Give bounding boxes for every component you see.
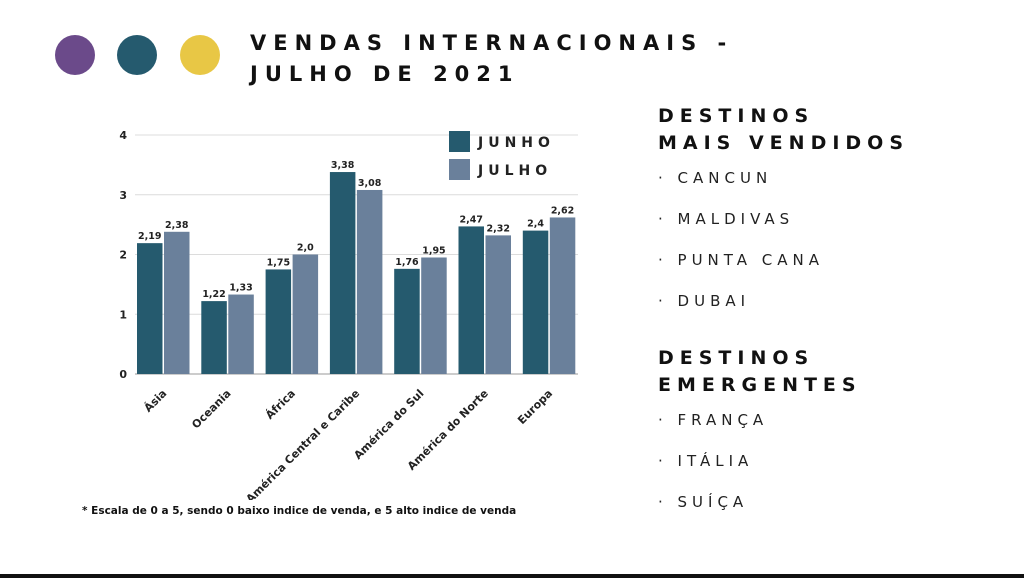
- y-tick-label: 4: [119, 129, 127, 142]
- page-title: VENDAS INTERNACIONAIS - JULHO DE 2021: [250, 28, 850, 90]
- bar-chart: 0 1 2 3 4 2,19 2,38 Ásia 1,22 1,33 Oceania 1,75 2,0 Á…: [119, 129, 578, 500]
- bar: [329, 172, 356, 374]
- destinations-panel: DESTINOS MAIS VENDIDOS · CANCUN · MALDIV…: [658, 103, 1018, 534]
- x-tick-label: Europa: [515, 387, 555, 427]
- section-title-best-sellers: DESTINOS MAIS VENDIDOS: [658, 103, 1018, 157]
- x-tick-label: Ásia: [142, 387, 170, 415]
- list-item: · MALDIVAS: [658, 210, 795, 228]
- bar: [485, 235, 511, 374]
- section-title-line: DESTINOS: [658, 105, 815, 127]
- y-tick-label: 2: [119, 249, 127, 262]
- data-label: 2,19: [138, 231, 161, 242]
- bar: [228, 294, 254, 374]
- list-item: · SUÍÇA: [658, 493, 749, 511]
- bar: [356, 189, 383, 374]
- section-title-line: EMERGENTES: [658, 374, 862, 396]
- bar: [458, 226, 484, 374]
- list-item: · DUBAI: [658, 292, 751, 310]
- legend-swatch: [449, 131, 470, 152]
- data-label: 3,08: [358, 178, 382, 189]
- data-label: 2,47: [460, 214, 483, 225]
- bar: [137, 243, 163, 374]
- data-label: 2,32: [487, 223, 510, 234]
- title-line-2: JULHO DE 2021: [250, 62, 520, 86]
- yellow-dot: [180, 35, 220, 75]
- chart-footnote: * Escala de 0 a 5, sendo 0 baixo indice …: [82, 505, 517, 517]
- data-label: 1,75: [267, 257, 290, 268]
- list-item: · CANCUN: [658, 169, 773, 187]
- data-label: 1,22: [202, 289, 225, 300]
- data-label: 1,95: [422, 245, 445, 256]
- legend-label: JUNHO: [477, 135, 555, 151]
- purple-dot: [55, 35, 95, 75]
- bar: [292, 254, 319, 374]
- bar: [421, 257, 447, 374]
- legend-label: JULHO: [477, 163, 552, 179]
- list-item: · ITÁLIA: [658, 452, 754, 470]
- y-tick-label: 3: [119, 189, 127, 202]
- data-label: 2,38: [165, 220, 189, 231]
- list-item: · FRANÇA: [658, 411, 769, 429]
- bar: [201, 301, 227, 374]
- x-tick-label: África: [263, 387, 298, 422]
- best-sellers-list: · CANCUN · MALDIVAS · PUNTA CANA · DUBAI: [658, 169, 1018, 333]
- bar: [394, 268, 420, 374]
- x-tick-label: América Central e Caribe: [244, 387, 363, 500]
- x-tick-label: Oceania: [189, 387, 233, 431]
- bar: [265, 269, 292, 374]
- section-title-line: DESTINOS: [658, 347, 815, 369]
- data-label: 2,4: [527, 219, 544, 230]
- bar: [164, 231, 190, 374]
- data-label: 2,0: [297, 243, 314, 254]
- bar: [549, 217, 576, 374]
- legend-swatch: [449, 159, 470, 180]
- data-label: 1,33: [229, 283, 252, 294]
- list-item: · PUNTA CANA: [658, 251, 825, 269]
- bottom-border: [0, 574, 1024, 578]
- emerging-list: · FRANÇA · ITÁLIA · SUÍÇA: [658, 411, 1018, 534]
- x-tick-label: América do Sul: [351, 387, 426, 462]
- section-title-line: MAIS VENDIDOS: [658, 132, 910, 154]
- data-label: 2,62: [551, 205, 574, 216]
- title-line-1: VENDAS INTERNACIONAIS -: [250, 31, 734, 55]
- teal-dot: [117, 35, 157, 75]
- y-tick-label: 1: [119, 308, 127, 321]
- y-tick-label: 0: [119, 368, 127, 381]
- data-label: 3,38: [331, 160, 355, 171]
- bar: [522, 230, 549, 374]
- data-label: 1,76: [395, 257, 419, 268]
- section-title-emerging: DESTINOS EMERGENTES: [658, 345, 1018, 399]
